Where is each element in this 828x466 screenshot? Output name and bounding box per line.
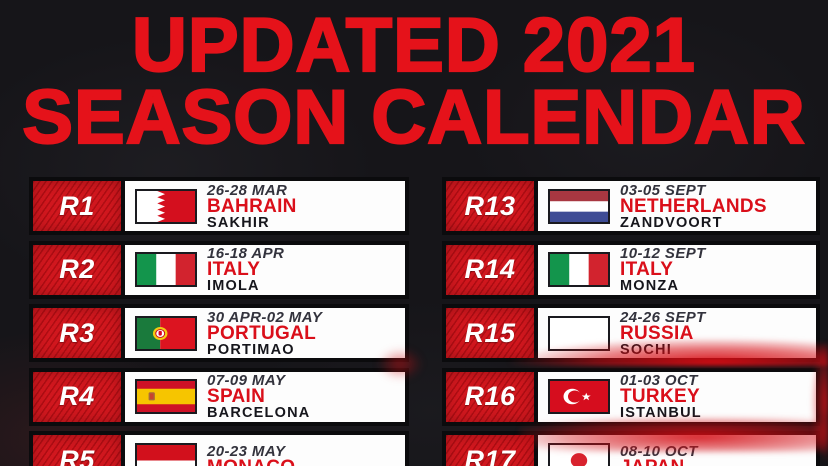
race-text: 26-28 MAR BAHRAIN SAKHIR [207, 182, 297, 231]
round-badge: R17 [446, 435, 538, 466]
race-country: NETHERLANDS [620, 195, 767, 217]
race-country: JAPAN [620, 458, 698, 466]
round-label: R14 [464, 254, 516, 284]
race-city: BARCELONA [207, 405, 311, 421]
race-date: 07-09 MAY [207, 372, 286, 389]
round-badge: R4 [33, 371, 125, 422]
japan-flag-icon [548, 442, 610, 466]
round-label: R3 [59, 317, 95, 348]
race-city: SOCHI [620, 341, 672, 358]
race-text: 20-23 MAY MONACO [207, 443, 295, 466]
round-label: R15 [464, 317, 516, 348]
race-info: 20-23 MAY MONACO [125, 435, 405, 466]
race-text: 24-26 SEPT RUSSIA SOCHI [620, 309, 706, 358]
round-badge: R2 [33, 244, 125, 295]
russia-flag-icon [548, 315, 610, 351]
race-country: MONACO [207, 458, 295, 466]
round-badge: R13 [446, 181, 538, 231]
monaco-flag-icon [135, 442, 197, 466]
round-badge: R15 [446, 308, 538, 358]
spain-flag-icon [135, 379, 197, 414]
title-line-2: SEASON CALENDAR [21, 75, 806, 160]
race-city: SAKHIR [207, 214, 270, 231]
italy-flag-icon [135, 252, 197, 287]
round-label: R5 [59, 444, 95, 466]
race-date: 26-28 MAR [207, 181, 288, 199]
race-row-r17: R17 08-10 OCT JAPAN [442, 431, 820, 466]
poster-title: UPDATED 2021 SEASON CALENDAR [0, 3, 828, 160]
race-text: 01-03 OCT TURKEY ISTANBUL [620, 372, 702, 421]
race-country: ITALY [207, 259, 261, 280]
round-badge: R3 [33, 308, 125, 358]
race-date: 01-03 OCT [620, 372, 698, 389]
race-country: PORTUGAL [207, 322, 317, 344]
race-city: MONZA [620, 278, 680, 294]
title-line-1: UPDATED 2021 [131, 3, 696, 88]
race-info: 30 APR-02 MAY PORTUGAL PORTIMAO [125, 308, 405, 358]
race-city: IMOLA [207, 278, 260, 294]
round-label: R13 [464, 190, 516, 221]
race-date: 24-26 SEPT [620, 308, 706, 326]
italy-flag-icon [548, 252, 610, 287]
race-row-r14: R14 10-12 SEPT ITALY MONZA [442, 240, 820, 299]
round-label: R1 [59, 190, 95, 221]
race-row-r2: R2 16-18 APR ITALY IMOLA [29, 240, 409, 299]
race-row-r1: R1 26-28 MAR BAHRAIN SAKHIR [29, 177, 409, 235]
portugal-flag-icon [135, 315, 197, 351]
race-text: 08-10 OCT JAPAN [620, 443, 698, 466]
race-country: SPAIN [207, 386, 266, 407]
race-city: ISTANBUL [620, 405, 702, 421]
round-badge: R16 [446, 371, 538, 422]
netherlands-flag-icon [548, 188, 610, 224]
race-text: 10-12 SEPT ITALY MONZA [620, 245, 706, 294]
race-info: 24-26 SEPT RUSSIA SOCHI [538, 308, 816, 358]
race-row-r15: R15 24-26 SEPT RUSSIA SOCHI [442, 304, 820, 362]
race-date: 10-12 SEPT [620, 245, 706, 262]
race-country: TURKEY [620, 386, 700, 407]
race-info: 26-28 MAR BAHRAIN SAKHIR [125, 181, 405, 231]
race-info: 08-10 OCT JAPAN [538, 435, 816, 466]
race-date: 20-23 MAY [207, 443, 286, 460]
round-label: R16 [464, 381, 516, 411]
race-row-r4: R4 07-09 MAY SPAIN BARCELONA [29, 367, 409, 426]
race-country: ITALY [620, 259, 674, 280]
round-label: R17 [464, 444, 516, 466]
race-country: BAHRAIN [207, 195, 297, 217]
race-text: 07-09 MAY SPAIN BARCELONA [207, 372, 310, 421]
race-text: 16-18 APR ITALY IMOLA [207, 245, 284, 294]
round-badge: R14 [446, 244, 538, 295]
turkey-flag-icon [548, 379, 610, 414]
race-info: 07-09 MAY SPAIN BARCELONA [125, 372, 405, 422]
race-row-r3: R3 30 APR-02 MAY PORTUGAL PORTIMAO [29, 304, 409, 362]
race-info: 10-12 SEPT ITALY MONZA [538, 245, 816, 295]
race-date: 30 APR-02 MAY [207, 308, 323, 326]
calendar-column-left: R1 26-28 MAR BAHRAIN SAKHIR R2 [29, 177, 409, 466]
race-info: 01-03 OCT TURKEY ISTANBUL [538, 372, 816, 422]
race-date: 03-05 SEPT [620, 181, 706, 199]
race-row-r13: R13 03-05 SEPT NETHERLANDS ZANDVOORT [442, 177, 820, 235]
race-row-r16: R16 01-03 OCT TURKEY ISTANBUL [442, 367, 820, 426]
round-badge: R5 [33, 435, 125, 466]
bahrain-flag-icon [135, 188, 197, 224]
race-text: 30 APR-02 MAY PORTUGAL PORTIMAO [207, 309, 322, 358]
race-text: 03-05 SEPT NETHERLANDS ZANDVOORT [620, 182, 767, 231]
race-city: PORTIMAO [207, 341, 295, 358]
round-label: R4 [59, 381, 95, 411]
race-city: ZANDVOORT [620, 214, 723, 231]
race-country: RUSSIA [620, 322, 694, 344]
race-info: 03-05 SEPT NETHERLANDS ZANDVOORT [538, 181, 816, 231]
race-info: 16-18 APR ITALY IMOLA [125, 245, 405, 295]
round-label: R2 [59, 254, 95, 284]
race-row-r5: R5 20-23 MAY MONACO [29, 431, 409, 466]
calendar-column-right: R13 03-05 SEPT NETHERLANDS ZANDVOORT [442, 177, 820, 466]
round-badge: R1 [33, 181, 125, 231]
race-date: 16-18 APR [207, 245, 285, 262]
